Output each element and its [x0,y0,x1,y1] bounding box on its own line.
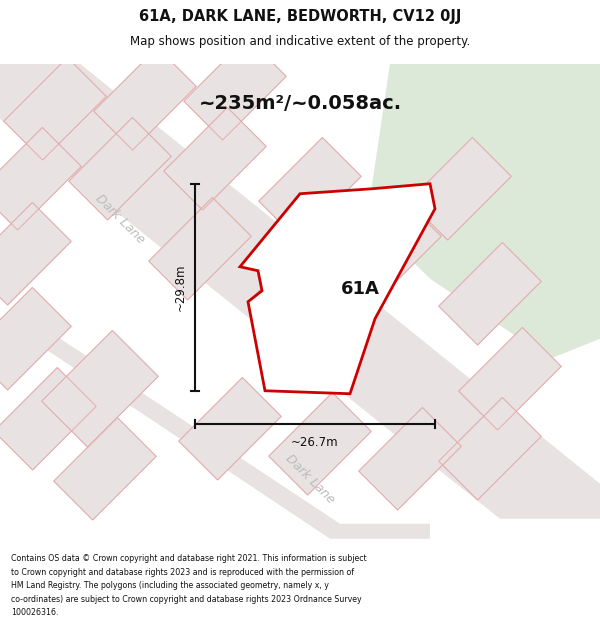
Polygon shape [0,202,71,305]
Polygon shape [179,378,281,480]
Polygon shape [4,58,106,160]
Polygon shape [184,38,286,140]
Polygon shape [439,398,541,500]
Polygon shape [0,309,430,539]
Polygon shape [0,127,81,230]
Text: co-ordinates) are subject to Crown copyright and database rights 2023 Ordnance S: co-ordinates) are subject to Crown copyr… [11,595,361,604]
Text: ~235m²/~0.058ac.: ~235m²/~0.058ac. [199,94,401,113]
Polygon shape [370,64,600,359]
Polygon shape [0,64,600,519]
Text: ~26.7m: ~26.7m [291,436,339,449]
Polygon shape [0,288,71,390]
Text: 61A, DARK LANE, BEDWORTH, CV12 0JJ: 61A, DARK LANE, BEDWORTH, CV12 0JJ [139,9,461,24]
Polygon shape [409,138,511,240]
Text: Dark Lane: Dark Lane [283,452,337,506]
Text: to Crown copyright and database rights 2023 and is reproduced with the permissio: to Crown copyright and database rights 2… [11,568,354,577]
Polygon shape [359,408,461,510]
Text: 61A: 61A [341,280,379,298]
Polygon shape [0,368,96,470]
Text: HM Land Registry. The polygons (including the associated geometry, namely x, y: HM Land Registry. The polygons (includin… [11,581,329,590]
Text: 100026316.: 100026316. [11,608,58,618]
Polygon shape [269,392,371,495]
Polygon shape [149,198,251,300]
Polygon shape [439,242,541,345]
Polygon shape [459,328,561,430]
Text: ~29.8m: ~29.8m [174,264,187,311]
Polygon shape [259,138,361,240]
Polygon shape [339,198,441,300]
Polygon shape [54,418,156,520]
Polygon shape [240,184,435,394]
Text: Dark Lane: Dark Lane [93,192,147,246]
Polygon shape [41,331,158,447]
Polygon shape [69,118,171,220]
Text: Contains OS data © Crown copyright and database right 2021. This information is : Contains OS data © Crown copyright and d… [11,554,367,563]
Polygon shape [164,107,266,210]
Text: Map shows position and indicative extent of the property.: Map shows position and indicative extent… [130,36,470,48]
Polygon shape [249,238,351,340]
Polygon shape [94,48,196,150]
